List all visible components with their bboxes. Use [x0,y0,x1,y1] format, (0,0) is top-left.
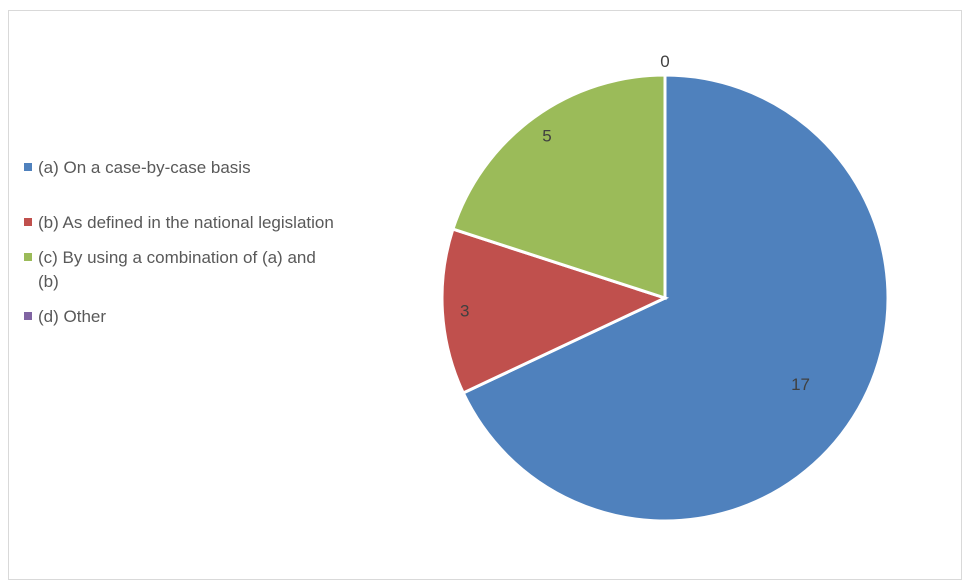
legend-item-d: (d) Other [24,305,354,329]
data-label-a: 17 [791,375,810,394]
pie-slice-a [461,73,890,523]
pie-slice-c [451,73,667,301]
legend-label: (b) As defined in the national legislati… [38,213,334,232]
data-label-b: 3 [460,302,469,321]
legend-item-c: (c) By using a combination of (a) and (b… [24,246,354,294]
pie-slice-b [440,227,670,395]
legend-swatch [24,163,32,171]
legend-swatch [24,253,32,261]
legend-label: (d) Other [38,307,107,326]
legend-swatch [24,312,32,320]
legend-item-a: (a) On a case-by-case basis [24,156,354,180]
legend-label: (c) By using a combination of (a) and (b… [38,248,316,291]
legend-label: (a) On a case-by-case basis [38,158,251,177]
data-label-c: 5 [542,127,551,146]
pie-slices [440,73,890,523]
legend-swatch [24,218,32,226]
pie-data-labels: 17 3 5 0 [460,52,810,394]
data-label-d: 0 [660,52,669,71]
legend: (a) On a case-by-case basis (b) As defin… [24,156,354,340]
legend-item-b: (b) As defined in the national legislati… [24,211,354,235]
